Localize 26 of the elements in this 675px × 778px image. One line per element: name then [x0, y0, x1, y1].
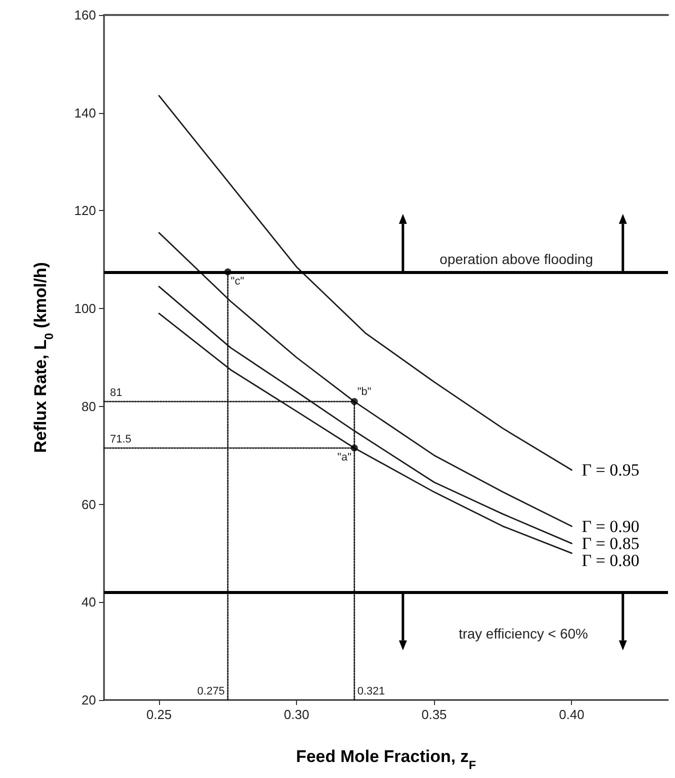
y-tick-label: 20 — [82, 692, 96, 708]
series-label: Γ = 0.95 — [582, 460, 640, 480]
ref-line-label: tray efficiency < 60% — [458, 625, 588, 642]
x-tick-label: 0.30 — [284, 707, 310, 722]
annotation: 71.5 — [110, 434, 132, 446]
annotation: 81 — [110, 387, 122, 400]
annotation: 0.275 — [197, 686, 225, 698]
y-tick-label: 100 — [74, 301, 96, 316]
x-tick-label: 0.35 — [421, 707, 447, 722]
series-label: Γ = 0.85 — [582, 534, 640, 553]
y-tick-label: 40 — [82, 594, 96, 610]
annotation: 0.321 — [357, 686, 385, 698]
x-tick-label: 0.25 — [146, 707, 172, 722]
y-tick-label: 80 — [82, 398, 96, 414]
annotation: "c" — [230, 275, 244, 288]
series-label: Γ = 0.90 — [582, 516, 640, 536]
y-tick-label: 120 — [74, 203, 96, 218]
y-tick-label: 140 — [74, 105, 96, 120]
ref-line-label: operation above flooding — [440, 250, 593, 267]
y-axis-title: Reflux Rate, L0 (kmol/h) — [31, 262, 56, 453]
series-label: Γ = 0.80 — [582, 550, 640, 570]
annotation: "a" — [337, 452, 352, 464]
annotation: "b" — [357, 386, 372, 398]
x-tick-label: 0.40 — [559, 707, 584, 722]
y-tick-label: 60 — [82, 496, 96, 512]
y-tick-label: 160 — [74, 8, 96, 22]
